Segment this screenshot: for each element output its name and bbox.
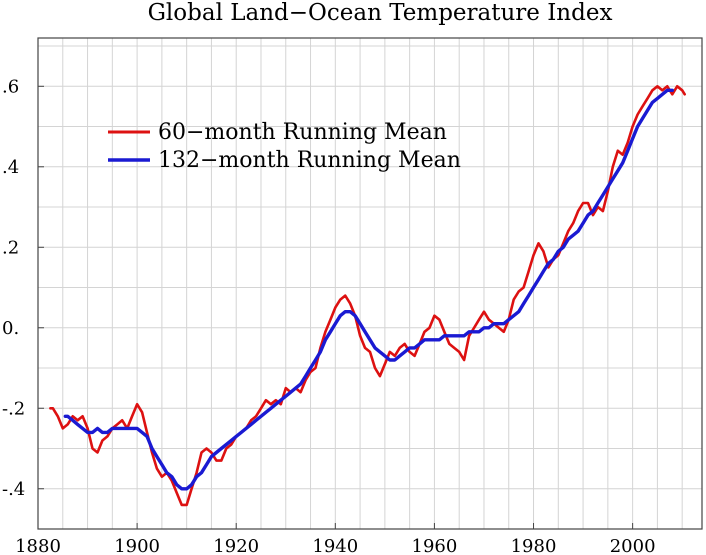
y-tick-label: -.2 [2, 398, 25, 419]
series-line-60-month [49, 85, 687, 507]
y-tick-label: .6 [2, 76, 19, 97]
x-tick-label: 2000 [610, 536, 656, 555]
x-tick-label: 1920 [213, 536, 259, 555]
y-tick-label: .4 [2, 157, 19, 178]
x-tick-label: 1940 [312, 536, 358, 555]
series-line-132-month [63, 88, 674, 491]
legend-label-132-month: 132−month Running Mean [158, 148, 461, 173]
legend-label-60-month: 60−month Running Mean [158, 120, 447, 145]
x-axis: 1880 1900 1920 1940 1960 1980 2000 [15, 523, 656, 555]
x-tick-label: 1900 [114, 536, 160, 555]
grid [38, 38, 702, 529]
legend: 60−month Running Mean 132−month Running … [108, 120, 461, 173]
y-tick-label: 0. [2, 318, 19, 339]
x-tick-label: 1880 [15, 536, 61, 555]
y-tick-label: -.4 [2, 479, 25, 500]
series-layer [49, 85, 687, 507]
x-tick-label: 1960 [412, 536, 458, 555]
chart-title: Global Land−Ocean Temperature Index [148, 0, 613, 26]
x-tick-label: 1980 [511, 536, 557, 555]
plot-frame [37, 37, 703, 530]
y-axis: -.4 -.2 0. .2 .4 .6 [2, 76, 44, 500]
y-tick-label: .2 [2, 237, 19, 258]
